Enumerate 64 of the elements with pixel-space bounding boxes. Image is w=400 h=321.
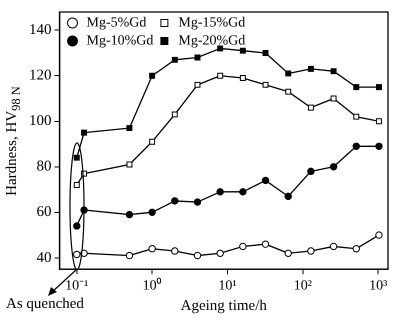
point	[262, 82, 269, 88]
y-tick-label: 40	[36, 250, 52, 266]
x-tick-label: 10³	[369, 278, 388, 294]
point	[330, 163, 338, 170]
point	[126, 252, 134, 260]
point	[216, 250, 224, 257]
point	[353, 114, 360, 120]
legend-label: Mg-10%Gd	[86, 34, 154, 49]
point	[352, 142, 360, 150]
y-tick-label: 60	[36, 204, 52, 220]
point	[194, 198, 202, 206]
legend-label: Mg-15%Gd	[178, 16, 246, 31]
point	[240, 48, 246, 54]
point	[308, 66, 314, 72]
point	[262, 176, 270, 184]
x-tick-label: 10⁻¹	[65, 278, 88, 294]
point	[375, 142, 383, 150]
point	[172, 56, 178, 63]
point	[284, 192, 292, 200]
y-tick-label: 120	[29, 68, 52, 84]
point	[126, 125, 132, 132]
point	[375, 231, 383, 239]
x-tick-label: 10²	[294, 278, 312, 294]
point	[171, 197, 179, 205]
point	[308, 104, 314, 111]
point	[353, 84, 360, 90]
y-tick-label: 100	[29, 113, 52, 130]
point	[376, 84, 382, 90]
point	[126, 210, 134, 218]
point	[262, 240, 270, 248]
point	[148, 245, 156, 252]
point	[330, 242, 338, 250]
point	[284, 250, 292, 257]
point	[285, 70, 292, 76]
point	[330, 68, 337, 74]
x-axis-title: Ageing time/h	[180, 298, 268, 314]
point	[149, 138, 156, 145]
point	[239, 242, 247, 250]
x-tick-label: 10¹	[218, 278, 237, 294]
point	[307, 168, 315, 176]
point	[307, 247, 315, 255]
point	[216, 188, 224, 196]
point	[240, 75, 246, 81]
point	[194, 252, 202, 260]
point	[148, 208, 156, 216]
legend-label: Mg-20%Gd	[178, 34, 246, 49]
point	[171, 247, 179, 255]
point	[194, 82, 200, 88]
point	[149, 72, 156, 79]
point	[330, 96, 337, 102]
point	[285, 88, 292, 95]
annotation: As quenched	[6, 296, 84, 314]
x-tick-label: 10⁰	[142, 277, 162, 294]
y-tick-label: 140	[29, 22, 52, 38]
point	[376, 118, 382, 124]
point	[194, 54, 200, 60]
point	[262, 50, 269, 56]
legend-label: Mg-5%Gd	[86, 16, 146, 31]
point	[239, 188, 247, 196]
point	[352, 245, 360, 252]
point	[126, 162, 132, 168]
point	[172, 111, 178, 118]
y-tick-label: 80	[36, 158, 52, 175]
point	[217, 72, 224, 79]
